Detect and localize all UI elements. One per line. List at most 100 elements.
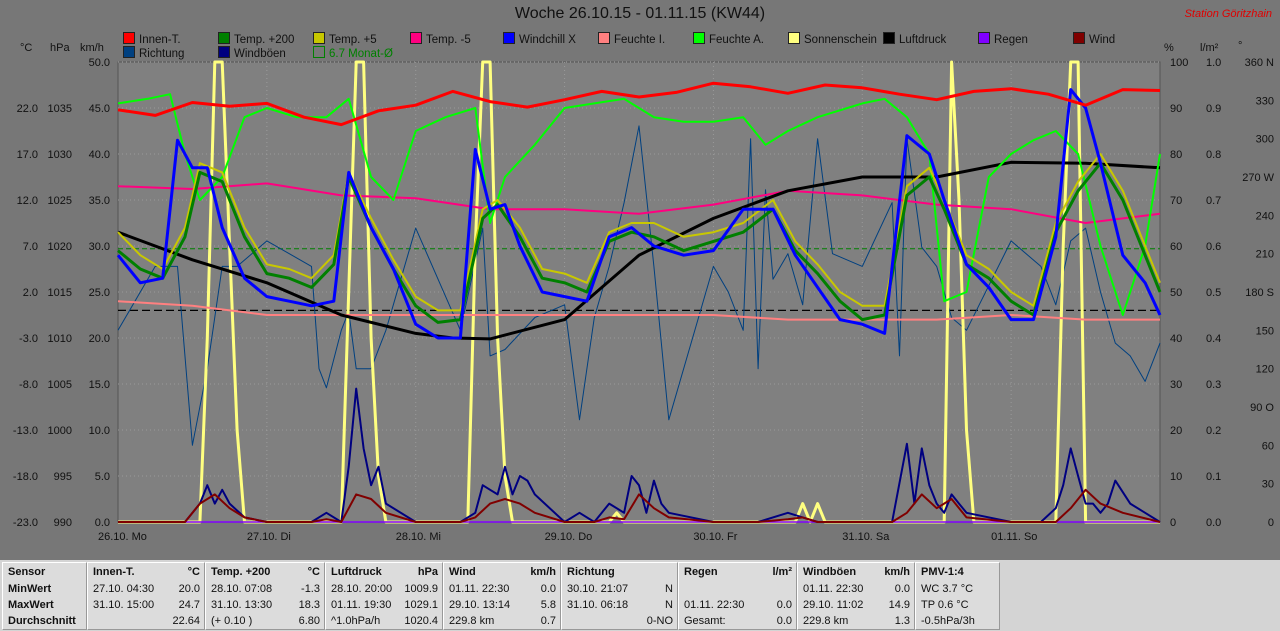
stats-cell: WC 3.7 °C bbox=[921, 583, 974, 595]
hum-tick-label: 90 bbox=[1170, 103, 1182, 115]
direction-tick-label: 210 bbox=[1256, 249, 1274, 261]
temp-tick-label: 12.0 bbox=[17, 195, 38, 207]
stats-cell: MaxWert bbox=[8, 599, 54, 611]
legend-label: Temp. +200 bbox=[234, 34, 295, 46]
legend-item: Richtung bbox=[123, 46, 184, 61]
hum-tick-label: 10 bbox=[1170, 471, 1182, 483]
legend-swatch bbox=[218, 32, 230, 44]
legend-swatch bbox=[313, 46, 325, 58]
statistics-table: Sensor MinWert MaxWert Durchschnitt Innen-T.… bbox=[0, 560, 1280, 631]
stats-cell: 18.3 bbox=[298, 599, 320, 611]
legend-swatch bbox=[218, 46, 230, 58]
wind-tick-label: 30.0 bbox=[89, 241, 110, 253]
stats-cell: 6.80 bbox=[298, 615, 320, 627]
rain-tick-label: 0.7 bbox=[1206, 195, 1221, 207]
temp-tick-label: -8.0 bbox=[19, 379, 38, 391]
legend-item: Temp. -5 bbox=[410, 32, 471, 47]
hum-tick-label: 80 bbox=[1170, 149, 1182, 161]
stats-cell: 1029.1 bbox=[404, 599, 438, 611]
hum-tick-label: 0 bbox=[1170, 517, 1176, 529]
stats-cell: Durchschnitt bbox=[8, 615, 76, 627]
rain-tick-label: 0.3 bbox=[1206, 379, 1221, 391]
hum-tick-label: 30 bbox=[1170, 379, 1182, 391]
direction-tick-label: 0 bbox=[1268, 517, 1274, 529]
press-tick-label: 1030 bbox=[48, 149, 72, 161]
plot-svg: 26.10. Mo 27.10. Di 28.10. Mi 29.10. Do 30.1… bbox=[13, 57, 1275, 543]
stats-cell: 0-NO bbox=[646, 615, 673, 627]
stats-cell: 28.10. 20:00 bbox=[331, 583, 393, 595]
press-tick-label: 990 bbox=[54, 517, 72, 529]
legend-item: Luftdruck bbox=[883, 32, 946, 47]
hum-tick-label: 100 bbox=[1170, 57, 1188, 69]
stats-cell: 1009.9 bbox=[404, 583, 438, 595]
x-tick-label: 27.10. Di bbox=[247, 531, 291, 543]
temp-tick-label: -23.0 bbox=[13, 517, 38, 529]
stats-cell: 1.3 bbox=[894, 615, 910, 627]
temp-unit-label: °C bbox=[20, 42, 33, 54]
stats-cell: 30.10. 21:07 bbox=[567, 583, 629, 595]
wind-tick-label: 40.0 bbox=[89, 149, 110, 161]
stats-cell: Innen-T. bbox=[93, 566, 135, 578]
legend-swatch bbox=[1073, 32, 1085, 44]
stats-column: Wind km/h 01.11. 22:30 0.0 29.10. 13:14 5.8 22… bbox=[443, 562, 561, 630]
press-tick-label: 995 bbox=[54, 471, 72, 483]
temp-tick-label: 2.0 bbox=[23, 287, 38, 299]
series-line-temp-200 bbox=[117, 161, 1162, 324]
stats-column: Windböen km/h 01.11. 22:30 0.0 29.10. 11:02 1… bbox=[797, 562, 915, 630]
legend-label: Richtung bbox=[139, 48, 185, 60]
stats-cell: Gesamt: bbox=[684, 615, 726, 627]
legend-swatch bbox=[410, 32, 422, 44]
legend-label: Innen-T. bbox=[139, 34, 181, 46]
legend-item: Temp. +5 bbox=[313, 32, 377, 47]
direction-tick-label: 300 bbox=[1256, 134, 1274, 146]
wind-tick-label: 5.0 bbox=[95, 471, 110, 483]
press-tick-label: 1000 bbox=[48, 425, 72, 437]
rain-tick-label: 0.9 bbox=[1206, 103, 1221, 115]
stats-cell: hPa bbox=[417, 566, 438, 578]
press-tick-label: 1020 bbox=[48, 241, 72, 253]
wind-tick-label: 10.0 bbox=[89, 425, 110, 437]
legend-item: 6.7 Monat-Ø bbox=[313, 46, 393, 61]
legend-label: Luftdruck bbox=[899, 34, 947, 46]
stats-cell: 0.0 bbox=[776, 615, 792, 627]
weather-chart-panel: Woche 26.10.15 - 01.11.15 (KW44) Station… bbox=[0, 0, 1280, 560]
direction-tick-label: 90 O bbox=[1250, 402, 1274, 414]
wind-tick-label: 45.0 bbox=[89, 103, 110, 115]
stats-cell: 31.10. 13:30 bbox=[211, 599, 273, 611]
stats-cell: 29.10. 13:14 bbox=[449, 599, 511, 611]
stats-cell: 14.9 bbox=[888, 599, 910, 611]
legend-label: Temp. +5 bbox=[329, 34, 377, 46]
rain-tick-label: 0.5 bbox=[1206, 287, 1221, 299]
stats-cell: Temp. +200 bbox=[211, 566, 271, 578]
legend-label: Temp. -5 bbox=[426, 34, 471, 46]
stats-cell: 31.10. 06:18 bbox=[567, 599, 629, 611]
stats-column: Richtung 30.10. 21:07 N 31.10. 06:18 N 0-NO bbox=[561, 562, 678, 630]
x-tick-label: 28.10. Mi bbox=[396, 531, 441, 543]
direction-tick-label: 30 bbox=[1262, 479, 1274, 491]
hum-tick-label: 50 bbox=[1170, 287, 1182, 299]
stats-cell: Wind bbox=[449, 566, 476, 578]
temp-tick-label: 17.0 bbox=[17, 149, 38, 161]
legend-swatch bbox=[883, 32, 895, 44]
stats-cell: km/h bbox=[530, 566, 556, 578]
temp-tick-label: 22.0 bbox=[17, 103, 38, 115]
direction-unit-label: ° bbox=[1238, 40, 1243, 52]
stats-cell: Luftdruck bbox=[331, 566, 382, 578]
stats-cell: Sensor bbox=[8, 566, 46, 578]
legend-label: Regen bbox=[994, 34, 1028, 46]
stats-column: Luftdruck hPa 28.10. 20:00 1009.9 01.11. 19:… bbox=[325, 562, 443, 630]
press-tick-label: 1035 bbox=[48, 103, 72, 115]
legend-label: Windböen bbox=[234, 48, 286, 60]
stats-cell: 229.8 km bbox=[449, 615, 495, 627]
stats-cell: 01.11. 22:30 bbox=[684, 599, 745, 611]
legend-swatch bbox=[313, 32, 325, 44]
legend-swatch bbox=[123, 46, 135, 58]
stats-cell: °C bbox=[307, 566, 320, 578]
direction-tick-label: 150 bbox=[1256, 325, 1274, 337]
legend-label: Feuchte A. bbox=[709, 34, 764, 46]
hum-tick-label: 60 bbox=[1170, 241, 1182, 253]
series-line-temp-5 bbox=[117, 182, 1161, 224]
stats-cell: 01.11. 22:30 bbox=[449, 583, 510, 595]
direction-tick-label: 180 S bbox=[1245, 287, 1274, 299]
series-line-luftdruck bbox=[117, 160, 1161, 341]
